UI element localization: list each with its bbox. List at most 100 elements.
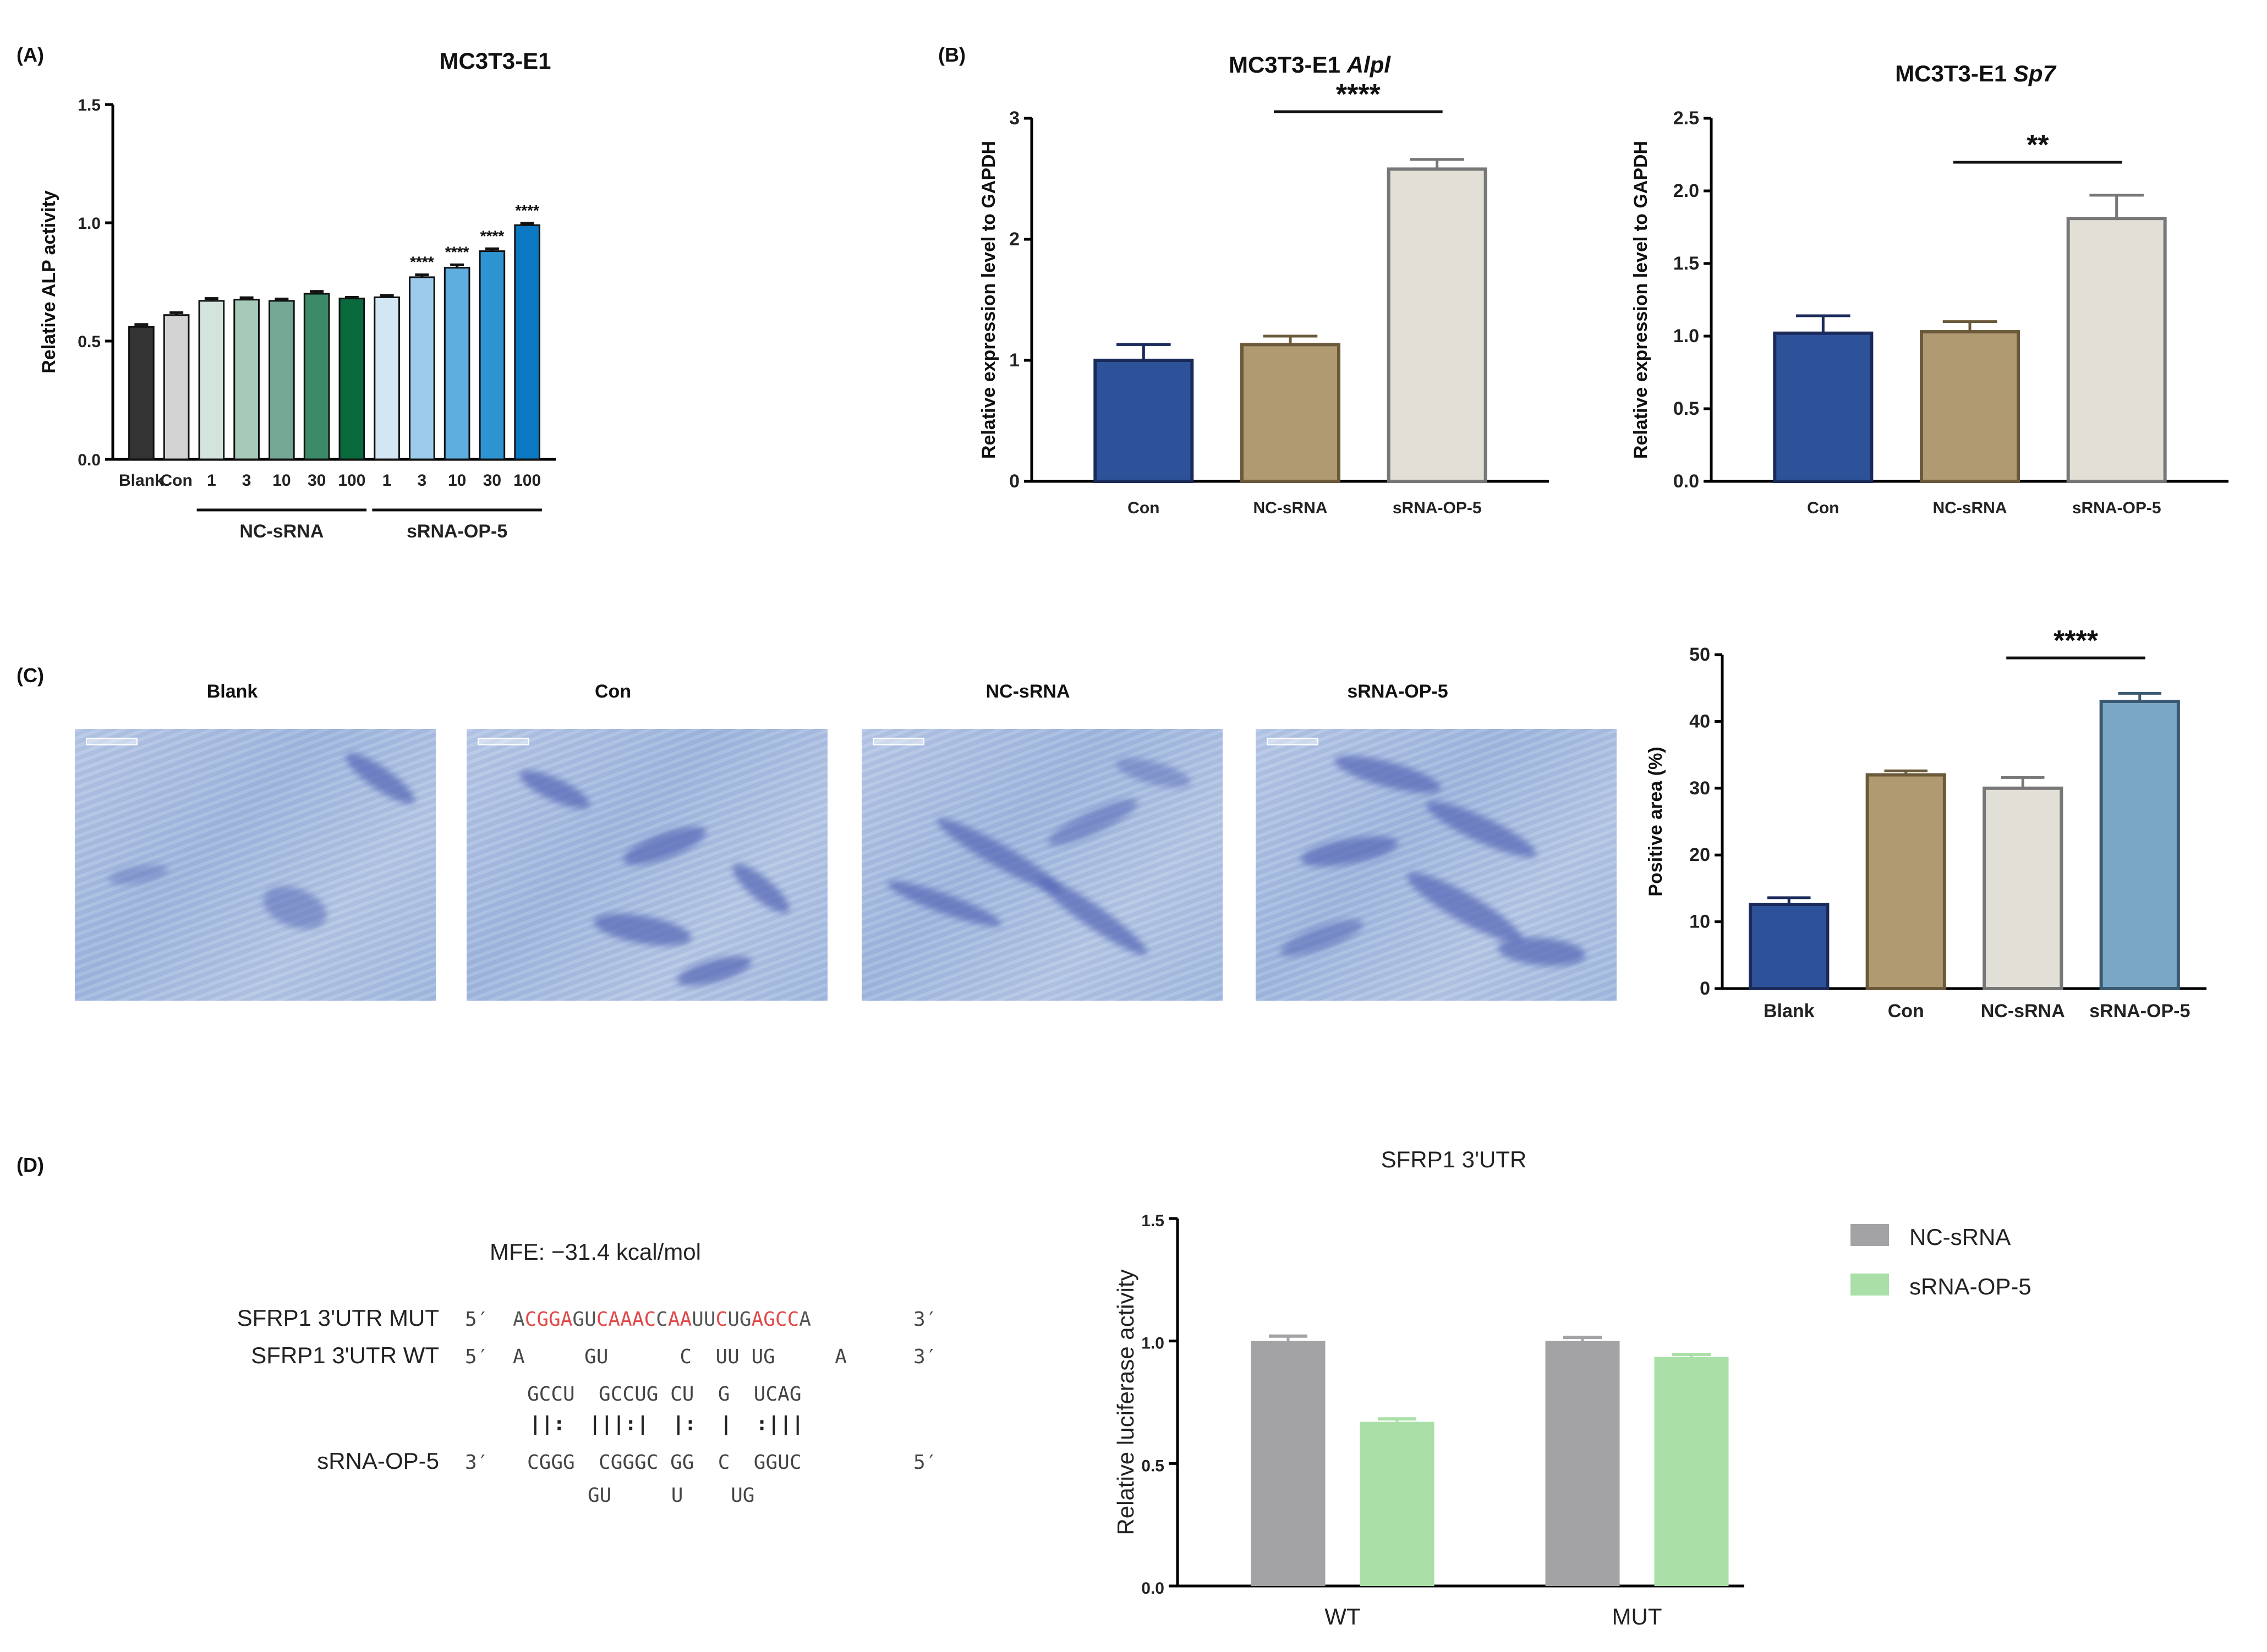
y-tick-label: 0.0: [1141, 1579, 1164, 1598]
bar: [269, 300, 295, 460]
x-tick-label: NC-sRNA: [1981, 1001, 2065, 1022]
srna-label: sRNA-OP-5: [317, 1448, 439, 1474]
bar: [1545, 1341, 1620, 1586]
significance-label: ****: [2054, 625, 2099, 657]
mut-sequence-segment: UG: [727, 1308, 751, 1331]
y-tick-label: 0: [1009, 471, 1020, 492]
y-tick-label: 0.0: [78, 451, 101, 469]
bar: [303, 293, 330, 460]
mut-3prime: 3′: [913, 1308, 937, 1331]
x-tick-label: 1: [382, 471, 392, 490]
chart-c-positive-area: 0 10 20 30 40 50 Positive area (%) Blank Con NC-s…: [1645, 625, 2206, 1022]
x-tick-label: 10: [448, 471, 466, 490]
legend-label: NC-sRNA: [1909, 1224, 2011, 1250]
bar: [1865, 773, 1946, 991]
significance-label: ****: [480, 227, 505, 244]
chart-title-main: MC3T3-E1: [1895, 61, 2013, 86]
x-tick-label: NC-sRNA: [1253, 499, 1328, 517]
bar: [1654, 1357, 1729, 1586]
y-axis-label: Relative ALP activity: [39, 190, 59, 374]
stain-title-nc-srna: NC-sRNA: [986, 681, 1070, 702]
stain-title-con: Con: [595, 681, 631, 702]
x-tick-label: NC-sRNA: [1933, 499, 2007, 517]
y-axis-label: Relative luciferase activity: [1113, 1269, 1138, 1535]
mut-sequence-segment: C: [656, 1308, 668, 1331]
bar: [1360, 1422, 1434, 1586]
chart-title-gene: Sp7: [2013, 61, 2057, 86]
bar: [338, 298, 365, 460]
x-tick-label: 100: [338, 471, 365, 490]
x-tick-label: sRNA-OP-5: [2072, 499, 2161, 517]
y-tick-label: 1.0: [1673, 326, 1699, 347]
mut-5prime: 5′: [465, 1308, 489, 1331]
y-tick-label: 3: [1009, 108, 1020, 129]
chart-title-gene: Alpl: [1346, 52, 1392, 78]
x-tick-label: 30: [483, 471, 501, 490]
panel-label-c: (C): [17, 664, 44, 687]
chart-title: SFRP1 3'UTR: [1381, 1146, 1527, 1172]
group-label: sRNA-OP-5: [407, 521, 507, 542]
legend-label: sRNA-OP-5: [1909, 1274, 2031, 1299]
x-tick-label: 30: [308, 471, 326, 490]
group-label: NC-sRNA: [239, 521, 324, 542]
y-axis-label: Relative expression level to GAPDH: [1630, 141, 1651, 459]
chart-title: MC3T3-E1: [439, 48, 551, 74]
binding-diagram: MFE: −31.4 kcal/mol SFRP1 3'UTR MUT SFRP…: [237, 1239, 938, 1507]
x-tick-label: 100: [513, 471, 541, 490]
chart-title-main: MC3T3-E1: [1229, 52, 1347, 78]
bar: [233, 299, 260, 460]
stain-image-srna-op-5: [1256, 729, 1617, 1001]
y-tick-label: 2: [1009, 229, 1020, 250]
x-tick-label: 1: [207, 471, 216, 490]
top-pair-sequence: GCCU GCCUG CU G UCAG: [527, 1383, 802, 1406]
x-tick-label: sRNA-OP-5: [2089, 1001, 2190, 1022]
y-tick-label: 1.5: [78, 96, 101, 114]
mut-label: SFRP1 3'UTR MUT: [237, 1305, 439, 1331]
chart-b-alpl: 0 1 2 3 Relative expression level to GAPDH Co…: [978, 52, 1549, 517]
bar: [1749, 903, 1830, 991]
x-tick-label: MUT: [1612, 1604, 1662, 1629]
wt-label: SFRP1 3'UTR WT: [251, 1342, 439, 1368]
bar: [128, 326, 155, 460]
bar: [1983, 786, 2063, 991]
significance-label: ****: [445, 244, 469, 261]
y-tick-label: 1: [1009, 350, 1020, 371]
mut-sequence-segment: A: [799, 1308, 811, 1331]
significance-label: **: [2027, 129, 2049, 161]
bar: [1920, 330, 2020, 484]
x-tick-label: 3: [242, 471, 251, 490]
x-tick-label: Con: [1807, 499, 1839, 517]
y-tick-label: 0.5: [1673, 398, 1699, 419]
y-tick-label: 10: [1689, 912, 1710, 932]
bottom-bulge-sequence: GU U UG: [588, 1484, 754, 1507]
y-tick-label: 1.5: [1141, 1212, 1164, 1230]
mut-sequence-segment: UU: [692, 1308, 715, 1331]
y-tick-label: 50: [1689, 644, 1710, 665]
chart-title: MC3T3-E1 Sp7: [1895, 61, 2056, 86]
y-tick-label: 1.5: [1673, 253, 1699, 274]
wt-5prime: 5′: [465, 1346, 489, 1368]
y-tick-label: 0.0: [1673, 471, 1699, 492]
bar: [1387, 167, 1487, 483]
bar: [1251, 1341, 1326, 1586]
y-tick-label: 1.0: [78, 215, 101, 233]
mut-sequence: ACGGAGUCAAACCAAUUCUGAGCCA: [513, 1308, 811, 1331]
bar: [1093, 359, 1194, 483]
legend-swatch: [1850, 1224, 1889, 1246]
bar: [514, 224, 540, 460]
mut-sequence-segment: GU: [572, 1308, 596, 1331]
mfe-label: MFE: −31.4 kcal/mol: [490, 1239, 701, 1265]
bar: [374, 296, 400, 460]
y-tick-label: 0.5: [78, 333, 101, 351]
mut-sequence-segment: CGGA: [525, 1308, 573, 1331]
bar: [1773, 331, 1874, 483]
mut-sequence-segment: A: [513, 1308, 525, 1331]
x-tick-label: Con: [1127, 499, 1159, 517]
stain-image-nc-srna: [862, 729, 1223, 1001]
bar: [2099, 699, 2180, 990]
mut-sequence-segment: AGCC: [752, 1308, 800, 1331]
y-tick-label: 2.0: [1673, 180, 1699, 201]
bar: [409, 276, 435, 460]
panel-label-a: (A): [17, 43, 44, 66]
bar: [443, 267, 470, 460]
